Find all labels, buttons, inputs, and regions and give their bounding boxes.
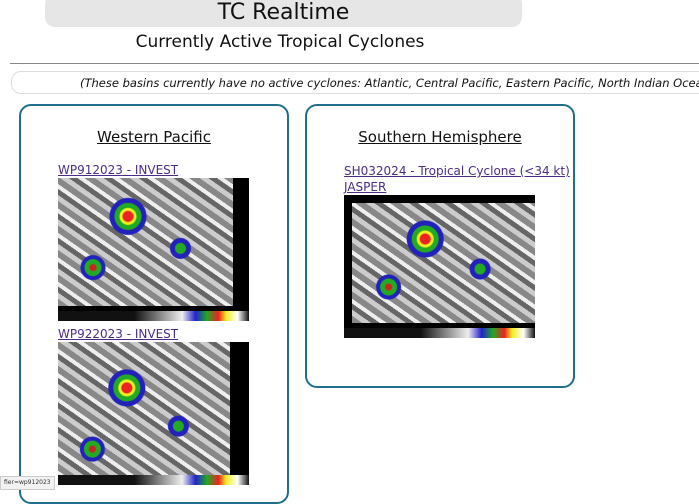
storm-satellite-image[interactable] <box>58 342 249 485</box>
site-title: TC Realtime <box>45 0 522 27</box>
inactive-basins-notice: (These basins currently have no active c… <box>11 71 699 94</box>
divider <box>10 63 699 64</box>
storm-link-sh032024[interactable]: SH032024 - Tropical Cyclone (<34 kt) <box>344 164 570 178</box>
basin-card-southern-hemisphere: Southern Hemisphere <box>305 104 575 388</box>
storm-link-wp912023[interactable]: WP912023 - INVEST <box>58 163 179 177</box>
basin-heading: Southern Hemisphere <box>358 128 522 146</box>
storm-satellite-image[interactable] <box>58 178 249 321</box>
storm-satellite-image[interactable] <box>344 195 535 338</box>
basin-heading: Western Pacific <box>97 128 211 146</box>
storm-link-wp922023[interactable]: WP922023 - INVEST <box>58 327 179 341</box>
storm-name-link-jasper[interactable]: JASPER <box>344 180 387 194</box>
page-subtitle: Currently Active Tropical Cyclones <box>135 32 425 52</box>
